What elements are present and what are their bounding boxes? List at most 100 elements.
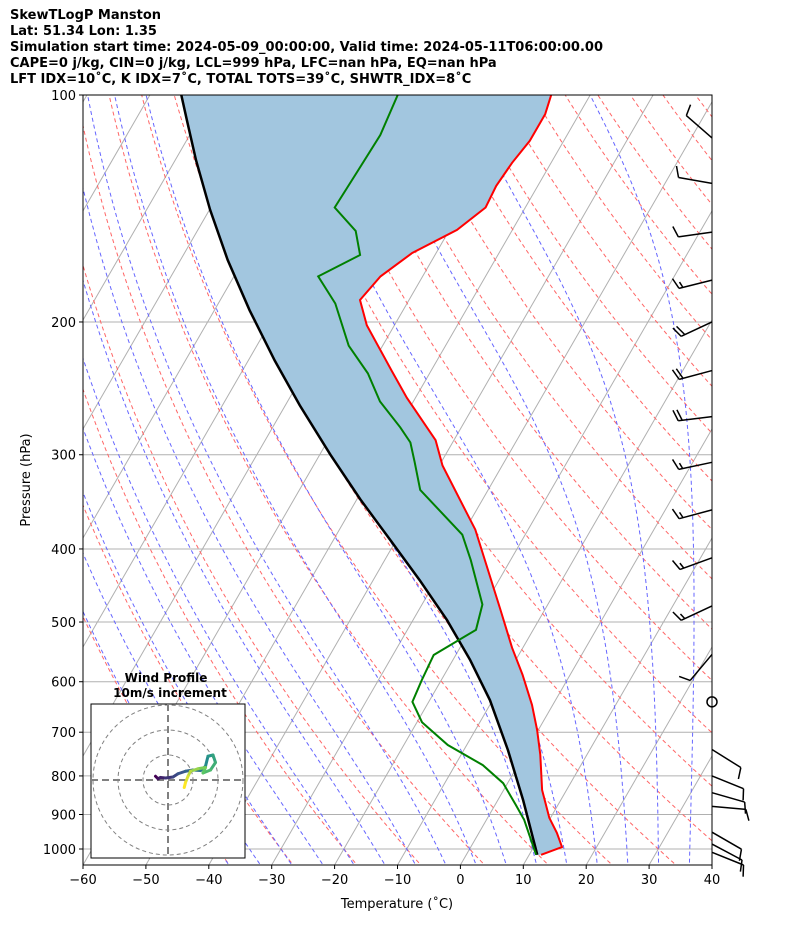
moist-adiabat-line xyxy=(83,278,386,865)
cape-shading xyxy=(181,95,563,855)
isotherm-line xyxy=(522,536,712,865)
barb-staff xyxy=(678,369,713,381)
isotherm-line xyxy=(396,318,712,865)
y-tick-label: 1000 xyxy=(43,843,76,858)
wind-barb xyxy=(671,557,713,571)
hodograph-title: Wind Profile xyxy=(125,671,208,685)
barb-full xyxy=(671,369,680,380)
barb-half xyxy=(679,562,685,569)
isotherm-line xyxy=(334,209,712,865)
title-station: SkewTLogP Manston xyxy=(10,8,162,23)
wind-barb xyxy=(711,791,747,814)
wind-barb xyxy=(672,226,713,238)
dry-adiabat-line xyxy=(271,95,712,734)
title-times: Simulation start time: 2024-05-09_00:00:… xyxy=(10,40,603,55)
barb-full xyxy=(743,802,747,814)
barb-staff xyxy=(685,115,713,139)
barb-full xyxy=(671,508,680,520)
wind-barb xyxy=(675,165,713,185)
barb-full xyxy=(672,611,682,621)
dry-adiabat-line xyxy=(108,95,550,865)
barb-staff xyxy=(711,791,745,803)
hodograph-plot xyxy=(91,704,245,858)
barb-full xyxy=(676,409,683,421)
hodograph-trace-segment xyxy=(209,761,217,772)
barb-staff xyxy=(678,509,713,520)
background-lines xyxy=(83,95,712,865)
barb-half xyxy=(678,462,684,469)
isotherm-line xyxy=(585,645,712,865)
wind-barb xyxy=(711,843,743,872)
dry-adiabat-line xyxy=(83,263,422,865)
moist-adiabat-line xyxy=(589,95,695,865)
wind-barb xyxy=(671,508,713,520)
moist-adiabat-line xyxy=(83,185,417,865)
y-tick-label: 900 xyxy=(51,808,76,823)
dry-adiabat-line xyxy=(83,123,486,865)
wind-barb xyxy=(678,653,713,682)
barb-staff xyxy=(711,805,746,811)
x-tick-label: 10 xyxy=(515,873,532,888)
hodograph-trace-segment xyxy=(204,754,210,768)
barb-full xyxy=(676,325,686,336)
barb-staff xyxy=(680,321,713,338)
dry-adiabat-line xyxy=(141,95,613,865)
x-tick-label: −40 xyxy=(195,873,222,888)
barb-full xyxy=(671,560,681,570)
barb-staff xyxy=(679,557,713,571)
y-axis-label: Pressure (hPa) xyxy=(19,433,34,526)
hodograph-trace-segment xyxy=(182,781,187,789)
wind-barb xyxy=(685,104,713,139)
title-latlon: Lat: 51.34 Lon: 1.35 xyxy=(10,24,157,39)
hodograph-subtitle: 10m/s increment xyxy=(113,686,227,700)
barb-staff xyxy=(689,653,713,681)
y-tick-label: 600 xyxy=(51,676,76,691)
barb-staff xyxy=(711,831,742,850)
barb-staff xyxy=(680,605,713,621)
y-tick-label: 100 xyxy=(51,89,76,104)
y-tick-label: 800 xyxy=(51,770,76,785)
barb-staff xyxy=(678,231,713,238)
dry-adiabat-line xyxy=(336,95,712,630)
x-tick-label: −50 xyxy=(132,873,159,888)
dry-adiabat-line xyxy=(83,387,358,865)
moist-adiabat-line xyxy=(145,95,507,865)
barb-full xyxy=(745,809,750,821)
moist-adiabat-line xyxy=(114,95,477,865)
barb-full xyxy=(739,859,743,872)
dry-adiabat-line xyxy=(629,95,712,206)
barb-staff xyxy=(711,851,744,866)
barb-full xyxy=(737,767,742,780)
dry-adiabat-line xyxy=(564,95,712,295)
moist-adiabat-line xyxy=(83,426,324,865)
wind-barbs xyxy=(671,104,750,877)
temperature-line xyxy=(358,95,564,856)
y-tick-label: 300 xyxy=(51,449,76,464)
isotherm-line xyxy=(83,95,88,103)
x-tick-label: −10 xyxy=(384,873,411,888)
moist-adiabat-line xyxy=(361,95,629,865)
barb-staff xyxy=(678,461,713,471)
wind-barb xyxy=(706,696,718,708)
barb-half xyxy=(678,511,684,519)
barb-full xyxy=(672,327,682,337)
y-tick-label: 200 xyxy=(51,316,76,331)
x-tick-label: 20 xyxy=(578,873,595,888)
dewpoint-line xyxy=(316,95,538,856)
x-tick-label: 0 xyxy=(456,873,464,888)
moist-adiabat-line xyxy=(286,95,598,865)
barb-full xyxy=(671,278,680,289)
wind-barb xyxy=(672,605,713,621)
calm-wind-circle xyxy=(706,696,718,708)
dry-adiabat-line xyxy=(83,503,294,865)
isotherm-line xyxy=(271,100,712,865)
barb-half xyxy=(678,281,684,288)
dry-adiabat-line xyxy=(597,95,712,250)
barb-staff xyxy=(711,775,744,790)
isotherm-line xyxy=(83,95,151,212)
barb-full xyxy=(685,104,692,116)
x-tick-label: 30 xyxy=(641,873,658,888)
isotherm-line xyxy=(711,863,712,865)
wind-barb xyxy=(671,278,713,290)
